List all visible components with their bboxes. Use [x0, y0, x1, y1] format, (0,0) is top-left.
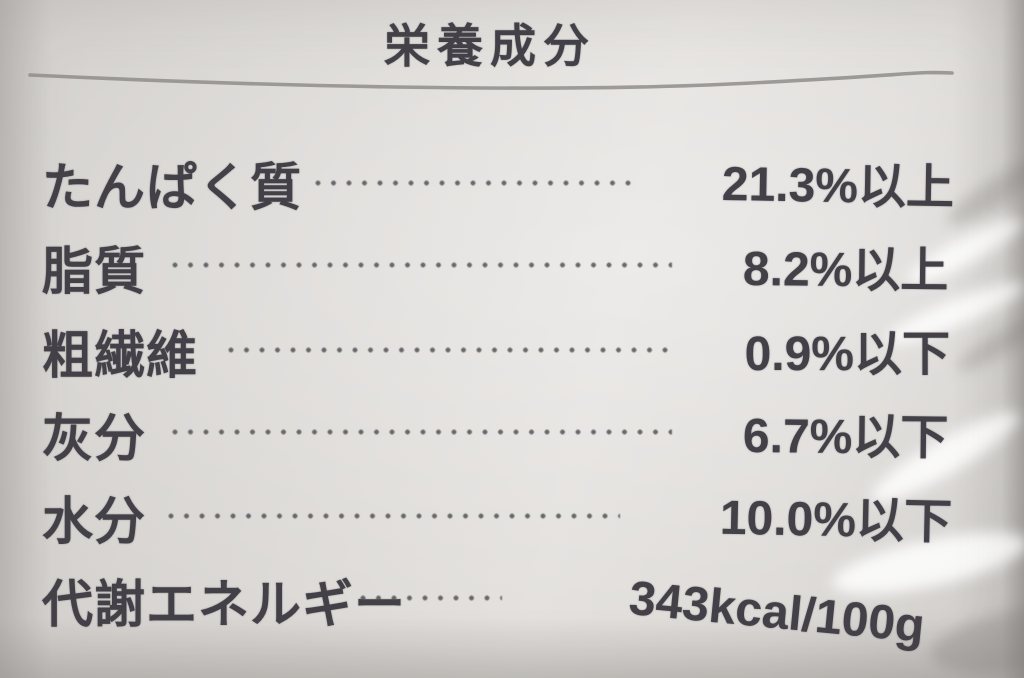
nutrient-value: 21.3%以上: [721, 157, 955, 216]
table-row: 脂質 8.2%以上: [0, 230, 1024, 310]
nutrient-name: たんぱく質: [42, 159, 303, 216]
nutrient-name: 脂質: [42, 243, 147, 300]
dotted-leader: [228, 345, 668, 355]
nutrient-name: 水分: [42, 493, 147, 550]
table-row: 灰分 6.7%以下: [0, 397, 1024, 477]
table-row: 代謝エネルギー 343kcal/100g: [0, 563, 1024, 653]
table-row: 水分 10.0%以下: [0, 480, 1024, 560]
nutrient-value: 0.9%以下: [744, 328, 950, 381]
table-row: たんぱく質 21.3%以上: [0, 146, 1024, 226]
dotted-leader: [315, 178, 641, 188]
nutrient-value: 8.2%以上: [742, 242, 949, 299]
label-title: 栄養成分: [384, 20, 596, 72]
dotted-leader: [172, 260, 672, 270]
dotted-leader: [172, 427, 672, 437]
nutrient-value: 6.7%以下: [742, 409, 949, 466]
nutrient-value: 10.0%以下: [719, 491, 953, 550]
table-row: 粗繊維 0.9%以下: [0, 314, 1024, 394]
dotted-leader: [360, 593, 502, 603]
nutrient-name: 粗繊維: [42, 327, 199, 384]
nutrient-name: 灰分: [42, 410, 147, 467]
nutrient-name: 代謝エネルギー: [42, 576, 407, 633]
dotted-leader: [168, 511, 620, 521]
nutrient-value: 343kcal/100g: [626, 571, 927, 654]
